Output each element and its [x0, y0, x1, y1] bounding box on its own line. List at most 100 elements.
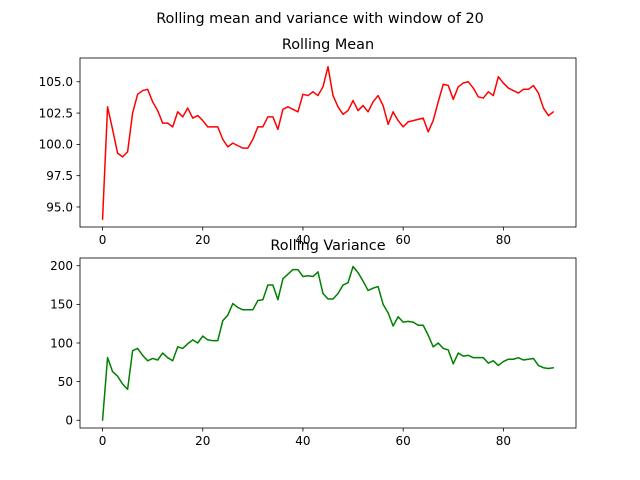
rolling-mean-data-point — [237, 145, 239, 147]
rolling-mean-data-point — [297, 111, 299, 113]
rolling-variance-data-point — [447, 349, 449, 351]
rolling-mean-xtick-label: 40 — [295, 233, 310, 247]
rolling-mean-data-point — [477, 96, 479, 98]
rolling-mean-data-point — [392, 111, 394, 113]
rolling-mean-data-point — [512, 89, 514, 92]
rolling-variance-data-point — [207, 339, 209, 341]
rolling-variance-data-point — [242, 309, 244, 311]
rolling-mean-data-point — [422, 117, 424, 119]
rolling-mean-ytick-label: 105.0 — [39, 75, 73, 89]
rolling-mean-data-point — [542, 107, 545, 109]
rolling-variance-data-point — [317, 271, 319, 273]
rolling-variance-xtick-label: 0 — [99, 434, 107, 448]
rolling-mean-data-point — [347, 109, 349, 112]
rolling-variance-data-point — [232, 302, 234, 305]
rolling-mean-data-point — [377, 94, 379, 97]
rolling-variance-ytick-label: 0 — [65, 414, 73, 428]
rolling-variance-data-point — [247, 309, 249, 311]
rolling-variance-data-point — [202, 335, 204, 337]
figure-suptitle: Rolling mean and variance with window of… — [156, 11, 484, 27]
rolling-mean-data-point — [482, 97, 484, 99]
rolling-mean-data-point — [126, 151, 129, 153]
rolling-variance-data-point — [407, 320, 409, 322]
rolling-variance-ytick-label: 150 — [50, 298, 73, 312]
rolling-variance-data-point — [472, 357, 474, 359]
rolling-variance-data-point — [116, 375, 119, 377]
rolling-variance-data-point — [101, 419, 104, 421]
rolling-variance-data-point — [422, 324, 424, 326]
rolling-mean-data-point — [202, 119, 204, 122]
rolling-variance-ticks: 0 20 40 60 80 0 50 100 150 200 — [50, 259, 511, 448]
rolling-variance-data-point — [512, 358, 514, 360]
rolling-variance-data-point — [517, 357, 519, 359]
rolling-variance-data-point — [126, 388, 129, 390]
rolling-mean-data-point — [116, 152, 119, 154]
rolling-mean-data-point — [362, 104, 364, 107]
rolling-mean-data-point — [412, 119, 414, 122]
rolling-mean-data-point — [462, 82, 464, 84]
rolling-variance-data-point — [212, 340, 214, 342]
rolling-mean-data-point — [132, 112, 134, 114]
rolling-variance-data-point — [106, 357, 109, 359]
rolling-variance-data-point — [172, 360, 174, 362]
rolling-mean-data-point — [317, 94, 319, 97]
rolling-variance-data-point — [497, 364, 499, 367]
rolling-variance-data-point — [297, 268, 299, 271]
rolling-variance-data-point — [492, 360, 494, 362]
rolling-variance-data-point — [337, 292, 339, 295]
rolling-mean-xtick-label: 60 — [396, 233, 411, 247]
rolling-mean-data-point — [222, 138, 224, 140]
rolling-variance-data-point — [487, 362, 489, 364]
rolling-variance-data-point — [332, 298, 334, 300]
rolling-mean-data-point — [487, 91, 489, 93]
rolling-mean-data-point — [332, 94, 334, 97]
rolling-mean-data-point — [437, 101, 439, 103]
rolling-mean-data-point — [172, 126, 174, 128]
rolling-variance-data-point — [547, 367, 550, 370]
rolling-mean-ytick-label: 95.0 — [46, 200, 73, 214]
rolling-variance-data-point — [377, 285, 379, 288]
rolling-mean-data-point — [387, 123, 389, 125]
rolling-mean-data-point — [147, 88, 149, 90]
rolling-variance-data-point — [147, 360, 149, 362]
rolling-variance-data-point — [257, 299, 259, 302]
rolling-variance-data-point — [482, 357, 484, 359]
rolling-variance-data-point — [111, 370, 114, 373]
rolling-mean-data-point — [427, 131, 429, 133]
rolling-mean-data-point — [327, 66, 329, 68]
rolling-variance-xtick-label: 20 — [195, 434, 210, 448]
rolling-variance-data-point — [312, 275, 314, 278]
rolling-mean-data-point — [192, 117, 194, 119]
rolling-variance-title: Rolling Variance — [270, 238, 385, 254]
rolling-variance-data-point — [162, 352, 164, 354]
rolling-mean-data-point — [447, 84, 449, 87]
rolling-variance-data-point — [532, 357, 535, 360]
rolling-mean-data-point — [292, 108, 294, 110]
rolling-mean-ticks: 0 20 40 60 80 95.0 97.5 100.0 102.5 105.0 — [39, 75, 511, 247]
rolling-mean-xtick-label: 20 — [195, 233, 210, 247]
rolling-mean-data-point — [217, 126, 219, 128]
rolling-variance-data-point — [367, 289, 369, 292]
rolling-variance-data-point — [262, 299, 264, 301]
rolling-mean-data-point — [232, 142, 234, 144]
rolling-mean-data-point — [106, 106, 109, 108]
rolling-mean-data-point — [252, 138, 254, 140]
rolling-mean-data-point — [111, 128, 114, 130]
rolling-mean-data-point — [547, 114, 550, 117]
rolling-variance-data-point — [187, 343, 189, 345]
rolling-mean-data-point — [307, 94, 309, 97]
rolling-mean-data-point — [397, 119, 399, 122]
rolling-mean-data-point — [517, 92, 519, 94]
rolling-variance-data-point — [352, 265, 354, 268]
rolling-variance-xtick-label: 80 — [496, 434, 511, 448]
rolling-mean-data-point — [121, 156, 124, 158]
rolling-variance-data-point — [137, 347, 139, 350]
rolling-variance-line — [101, 265, 554, 421]
rolling-variance-data-point — [267, 284, 269, 286]
rolling-variance-data-point — [322, 292, 324, 295]
rolling-mean-data-point — [522, 88, 524, 90]
rolling-variance-xtick-label: 40 — [295, 434, 310, 448]
rolling-mean-data-point — [507, 87, 509, 89]
rolling-variance-data-point — [287, 273, 289, 275]
rolling-mean-data-point — [502, 82, 504, 84]
